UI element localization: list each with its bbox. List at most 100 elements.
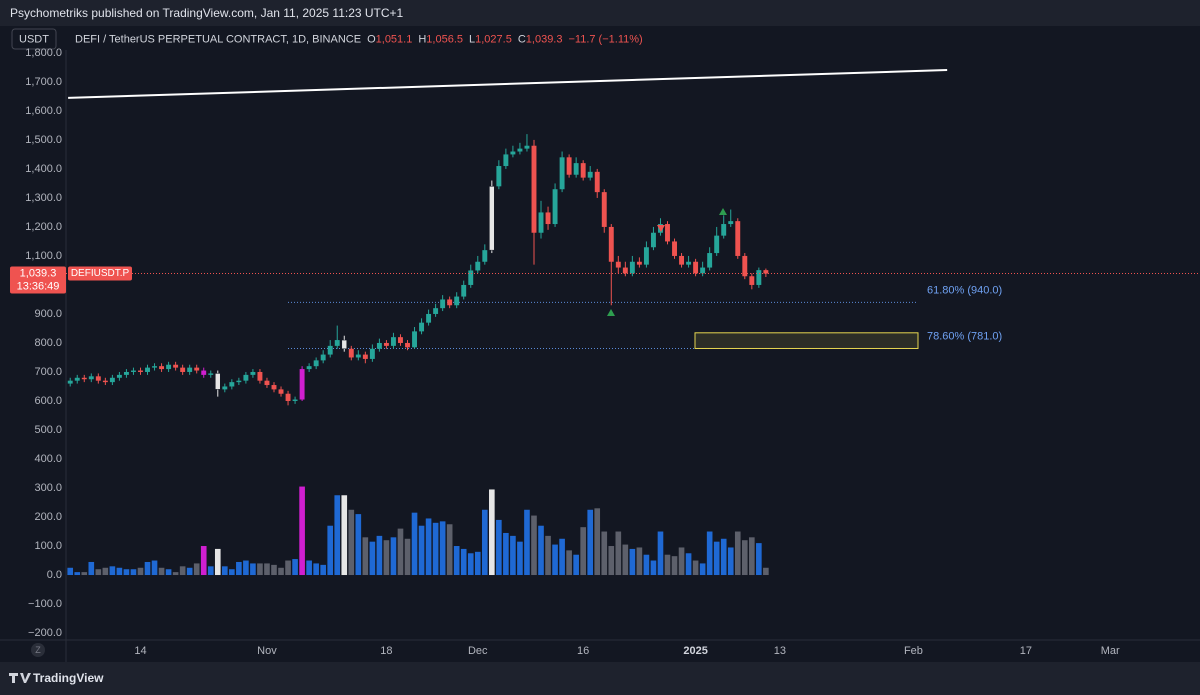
volume-bar xyxy=(503,532,509,576)
candle-body xyxy=(145,367,150,372)
zoom-icon: Z xyxy=(35,645,41,655)
legend-key: O xyxy=(367,33,376,45)
volume-bar xyxy=(467,553,474,576)
candle-body xyxy=(559,157,565,190)
candle-body xyxy=(447,299,453,306)
candle-body xyxy=(383,342,389,346)
volume-bar xyxy=(650,560,657,576)
y-tick-label: 600.0 xyxy=(34,395,62,407)
candle-body xyxy=(369,348,375,359)
candle-body xyxy=(109,377,115,383)
x-tick-label: 18 xyxy=(380,645,392,657)
volume-bar xyxy=(601,531,608,576)
volume-bar xyxy=(756,543,762,576)
candle-body xyxy=(348,348,354,358)
volume-bar xyxy=(327,525,334,576)
volume-bar xyxy=(130,569,137,576)
volume-bar xyxy=(179,566,186,576)
publisher: Psychometriks published on TradingView.c… xyxy=(10,6,404,20)
candle-body xyxy=(222,386,228,390)
volume-bar xyxy=(355,514,362,576)
candle-body xyxy=(130,370,136,372)
candle-body xyxy=(412,331,417,348)
y-tick-label: 1,800.0 xyxy=(25,47,62,59)
candle-body xyxy=(159,366,165,370)
volume-bar xyxy=(383,540,390,576)
candle-body xyxy=(503,154,509,167)
candle-body xyxy=(250,371,256,375)
volume-bar xyxy=(432,522,439,576)
candle-body xyxy=(566,157,572,175)
x-tick-label: Feb xyxy=(904,645,923,657)
last-price-label: 1,039.3 xyxy=(20,267,57,279)
candle-body xyxy=(672,241,677,256)
volume-bar xyxy=(186,567,193,576)
candle-body xyxy=(102,380,108,383)
candle-body xyxy=(166,364,172,370)
y-tick-label: 800.0 xyxy=(34,337,62,349)
candle-body xyxy=(693,261,699,274)
volume-bar xyxy=(720,538,727,576)
volume-bar xyxy=(573,554,579,576)
candle-body xyxy=(524,145,530,149)
overlay: DEFI / TetherUS PERPETUAL CONTRACT, 1D, … xyxy=(10,33,1120,657)
volume-bar xyxy=(264,563,270,576)
candle-body xyxy=(355,354,361,358)
candle-body xyxy=(700,267,706,274)
candle-body xyxy=(735,221,741,256)
volume-bar xyxy=(622,544,629,576)
volume-bar xyxy=(531,515,537,576)
volume-bar xyxy=(313,563,319,576)
candle-body xyxy=(67,380,73,384)
trendline xyxy=(68,69,948,99)
chart-title: DEFI / TetherUS PERPETUAL CONTRACT, 1D, … xyxy=(75,33,361,45)
volume-bar xyxy=(221,566,228,576)
candle-body xyxy=(707,253,713,268)
candle-body xyxy=(475,261,481,271)
volume-bar xyxy=(741,540,748,576)
candle-body xyxy=(376,342,382,349)
x-tick-label: 14 xyxy=(134,645,146,657)
volume-bar xyxy=(158,567,165,576)
candle-body xyxy=(95,376,101,381)
candle-body xyxy=(426,313,432,323)
zone xyxy=(694,332,919,349)
legend-value: 1,039.3 xyxy=(526,33,563,45)
candle-body xyxy=(152,366,157,368)
volume-bar xyxy=(362,537,369,576)
candle-body xyxy=(482,250,488,262)
volume-bar xyxy=(236,561,242,576)
candle-body xyxy=(341,339,347,350)
volume-bar xyxy=(636,547,643,576)
volume-bar xyxy=(285,560,291,576)
x-tick-label: 17 xyxy=(1020,645,1032,657)
candle-body xyxy=(299,369,305,400)
y-tick-label: 1,400.0 xyxy=(25,163,62,175)
y-tick-label: 1,600.0 xyxy=(25,105,62,117)
volume-bar xyxy=(608,546,615,576)
legend-value: 1,051.1 xyxy=(376,33,413,45)
candle-body xyxy=(180,367,186,372)
volume-bar xyxy=(292,559,298,576)
volume-bar xyxy=(713,541,720,576)
volume-bar xyxy=(734,531,741,576)
last-price-box xyxy=(10,266,66,294)
y-tick-label: 100.0 xyxy=(34,540,62,552)
countdown: 13:36:49 xyxy=(17,280,60,292)
plot-area xyxy=(66,69,1200,576)
candle-body xyxy=(398,337,403,343)
candle-body xyxy=(531,145,537,233)
volume-bar xyxy=(657,531,664,576)
zoom-button[interactable] xyxy=(31,643,45,657)
candle-body xyxy=(327,345,333,355)
volume-bar xyxy=(425,518,432,576)
legend-key: C xyxy=(518,33,526,45)
candle-body xyxy=(419,322,425,332)
volume-bar xyxy=(116,567,123,576)
candle-body xyxy=(461,284,467,297)
y-tick-label: 1,200.0 xyxy=(25,221,62,233)
currency-button[interactable] xyxy=(11,28,57,50)
volume-bar xyxy=(257,563,263,576)
